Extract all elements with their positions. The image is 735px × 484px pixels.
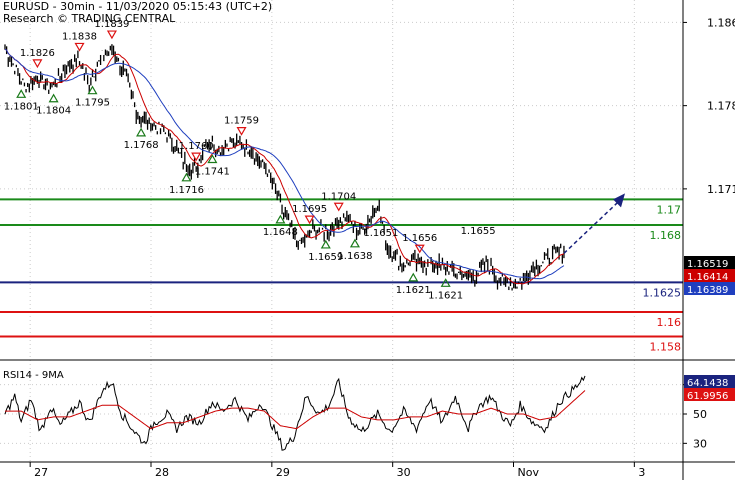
swing-high-marker xyxy=(333,202,344,212)
price-tag-label: 1.16389 xyxy=(687,285,728,296)
swing-low-label: 1.1648 xyxy=(263,227,298,238)
swing-high-marker xyxy=(304,215,315,225)
swing-low-label: 1.1795 xyxy=(75,98,110,109)
swing-high-marker xyxy=(236,126,247,136)
swing-low-label: 1.1768 xyxy=(124,140,159,151)
time-tick-label: 30 xyxy=(397,466,411,479)
time-tick-label: 3 xyxy=(638,466,645,479)
swing-high-label: 1.1759 xyxy=(224,116,259,127)
rsi-value-tag-label: 64.1438 xyxy=(687,378,728,389)
time-tick-label: 29 xyxy=(276,466,290,479)
projection-arrow-line xyxy=(563,198,622,254)
swing-high-marker xyxy=(32,59,43,69)
level-label: 1.158 xyxy=(650,340,682,353)
swing-low-marker xyxy=(181,172,192,182)
chart-title: EURUSD - 30min - 11/03/2020 05:15:43 (UT… xyxy=(3,0,273,13)
swing-high-label: 1.1695 xyxy=(292,204,327,215)
swing-low-label: 1.1741 xyxy=(195,166,230,177)
swing-low-label: 1.1804 xyxy=(36,106,71,117)
price-tick-label: 1.1712 xyxy=(707,183,735,196)
time-tick-label: Nov xyxy=(518,466,540,479)
rsi-tick-label: 50 xyxy=(693,408,707,421)
price-tick-label: 1.1787 xyxy=(707,100,735,113)
swing-high-label: 1.1838 xyxy=(62,31,97,42)
rsi-tick-label: 30 xyxy=(693,437,707,450)
chart-subtitle: Research © TRADING CENTRAL xyxy=(3,12,176,25)
rsi-line xyxy=(4,375,586,451)
swing-low-marker xyxy=(408,272,419,282)
swing-low-label: 1.1716 xyxy=(169,185,204,196)
swing-low-label: 1.1659 xyxy=(308,252,343,263)
swing-low-marker xyxy=(440,278,451,287)
swing-low-label: 1.1621 xyxy=(428,290,463,301)
level-label: 1.1625 xyxy=(643,286,682,299)
price-tag-box xyxy=(684,282,735,295)
swing-low-marker xyxy=(136,127,147,137)
level-label: 1.17 xyxy=(657,203,682,216)
ma-slow-line xyxy=(4,48,565,280)
swing-high-label: 1.1656 xyxy=(402,233,437,244)
price-tag-box xyxy=(684,269,735,282)
swing-high-marker xyxy=(191,152,202,162)
rsi-value-tag-label: 61.9956 xyxy=(687,391,728,402)
swing-low-marker xyxy=(48,93,59,103)
swing-low-marker xyxy=(16,89,27,98)
ma-fast-line xyxy=(4,48,565,285)
level-label: 1.168 xyxy=(650,229,682,242)
rsi-value-tag-box xyxy=(684,375,735,388)
price-annotation-label: 1.1655 xyxy=(461,226,496,237)
price-tag-label: 1.16519 xyxy=(687,259,728,270)
swing-low-marker xyxy=(275,214,286,224)
swing-high-label: 1.1704 xyxy=(321,191,356,202)
swing-high-marker xyxy=(106,30,117,40)
time-tick-label: 28 xyxy=(155,466,169,479)
time-tick-label: 27 xyxy=(34,466,48,479)
swing-high-label: 1.1760 xyxy=(179,141,214,152)
swing-high-label: 1.1839 xyxy=(94,19,129,30)
swing-low-marker xyxy=(320,239,331,249)
swing-high-marker xyxy=(74,42,85,52)
swing-low-marker xyxy=(349,238,360,248)
swing-high-marker xyxy=(414,244,425,254)
price-tag-box xyxy=(684,256,735,269)
swing-low-label: 1.1801 xyxy=(4,101,39,112)
projection-arrow-head xyxy=(613,193,625,208)
price-tag-label: 1.16414 xyxy=(687,272,728,283)
swing-high-label: 1.1826 xyxy=(20,48,55,59)
price-annotation-label: 1.1651 xyxy=(363,228,398,239)
rsi-value-tag-box xyxy=(684,388,735,401)
swing-low-marker xyxy=(207,154,218,164)
level-label: 1.16 xyxy=(657,316,682,329)
swing-low-label: 1.1638 xyxy=(337,251,372,262)
price-tick-label: 1.1862 xyxy=(707,16,735,29)
swing-low-label: 1.1621 xyxy=(396,285,431,296)
swing-low-marker xyxy=(87,85,98,95)
rsi-ma-line xyxy=(5,390,586,430)
rsi-title: RSI14 - 9MA xyxy=(3,370,64,381)
